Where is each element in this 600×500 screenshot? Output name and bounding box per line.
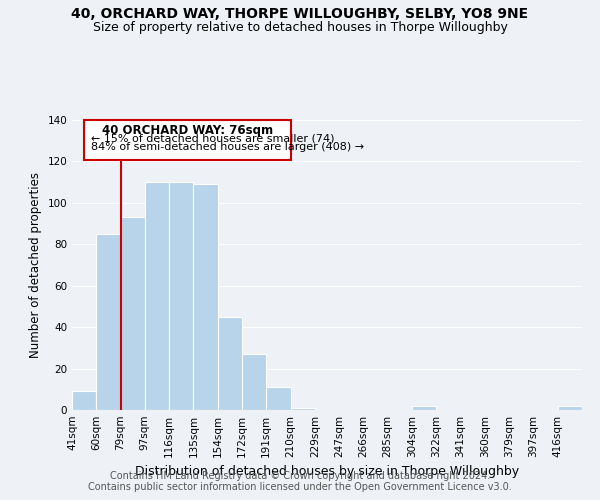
- Y-axis label: Number of detached properties: Number of detached properties: [29, 172, 42, 358]
- X-axis label: Distribution of detached houses by size in Thorpe Willoughby: Distribution of detached houses by size …: [135, 466, 519, 478]
- Bar: [193, 184, 218, 410]
- Bar: [145, 182, 169, 410]
- Text: 84% of semi-detached houses are larger (408) →: 84% of semi-detached houses are larger (…: [91, 142, 365, 152]
- Bar: [72, 392, 96, 410]
- Bar: [218, 317, 242, 410]
- Bar: [412, 406, 436, 410]
- Bar: [169, 182, 193, 410]
- Bar: [290, 408, 315, 410]
- Text: Size of property relative to detached houses in Thorpe Willoughby: Size of property relative to detached ho…: [92, 21, 508, 34]
- Bar: [96, 234, 121, 410]
- Text: 40, ORCHARD WAY, THORPE WILLOUGHBY, SELBY, YO8 9NE: 40, ORCHARD WAY, THORPE WILLOUGHBY, SELB…: [71, 8, 529, 22]
- Text: ← 15% of detached houses are smaller (74): ← 15% of detached houses are smaller (74…: [91, 134, 335, 143]
- Bar: [242, 354, 266, 410]
- Text: Contains HM Land Registry data © Crown copyright and database right 2024.
Contai: Contains HM Land Registry data © Crown c…: [88, 471, 512, 492]
- Bar: [121, 218, 145, 410]
- FancyBboxPatch shape: [84, 120, 290, 160]
- Bar: [266, 387, 290, 410]
- Text: 40 ORCHARD WAY: 76sqm: 40 ORCHARD WAY: 76sqm: [102, 124, 273, 137]
- Bar: [558, 406, 582, 410]
